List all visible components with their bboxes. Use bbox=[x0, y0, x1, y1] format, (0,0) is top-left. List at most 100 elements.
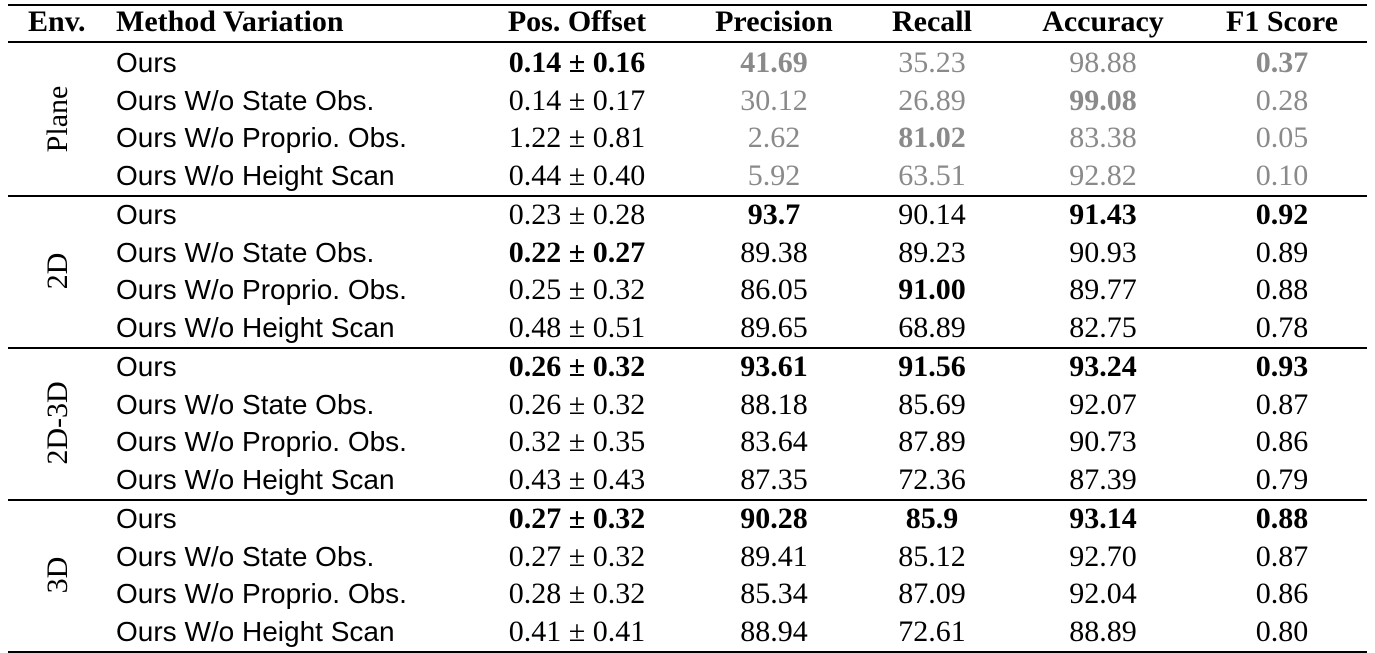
cell-accuracy: 91.43 bbox=[1069, 198, 1137, 231]
cell-method: Ours W/o State Obs. bbox=[116, 540, 375, 572]
bottom-rule bbox=[8, 651, 1367, 653]
cell-recall: 87.89 bbox=[898, 425, 966, 458]
cell-f1: 0.78 bbox=[1255, 310, 1309, 344]
table-row: Ours W/o State Obs. 0.22 ± 0.27 89.38 89.23… bbox=[8, 234, 1367, 272]
cell-method: Ours W/o Proprio. Obs. bbox=[116, 122, 407, 153]
cell-accuracy: 92.07 bbox=[1069, 387, 1137, 421]
cell-recall: 35.23 bbox=[898, 46, 966, 79]
table-row: Ours W/o State Obs. 0.14 ± 0.17 30.12 26.89… bbox=[8, 82, 1367, 120]
table-row: Ours W/o Height Scan 0.44 ± 0.40 5.92 63.51… bbox=[8, 157, 1367, 195]
cell-f1: 0.93 bbox=[1255, 350, 1309, 383]
cell-f1: 0.10 bbox=[1255, 158, 1309, 192]
cell-accuracy: 89.77 bbox=[1069, 273, 1137, 306]
cell-method: Ours bbox=[116, 199, 177, 230]
cell-precision: 88.94 bbox=[740, 614, 808, 648]
cell-accuracy: 99.08 bbox=[1069, 83, 1137, 117]
cell-accuracy: 93.24 bbox=[1069, 350, 1137, 383]
cell-pos: 0.27 ± 0.32 bbox=[508, 539, 646, 573]
cell-method: Ours W/o Height Scan bbox=[116, 311, 395, 343]
cell-precision: 89.65 bbox=[740, 310, 808, 344]
cell-recall: 68.89 bbox=[898, 310, 966, 344]
cell-precision: 5.92 bbox=[747, 158, 801, 192]
table-row: Ours W/o Proprio. Obs. 1.22 ± 0.81 2.62 81.… bbox=[8, 119, 1367, 157]
cell-method: Ours bbox=[116, 47, 177, 78]
cell-method: Ours W/o Height Scan bbox=[116, 159, 395, 191]
cell-recall: 91.00 bbox=[898, 273, 966, 306]
cell-accuracy: 90.73 bbox=[1069, 425, 1137, 458]
cell-method: Ours W/o State Obs. bbox=[116, 388, 375, 420]
cell-f1: 0.79 bbox=[1255, 462, 1309, 496]
cell-f1: 0.87 bbox=[1255, 539, 1309, 573]
table-row: Ours W/o Proprio. Obs. 0.25 ± 0.32 86.05 91… bbox=[8, 271, 1367, 309]
cell-pos: 0.26 ± 0.32 bbox=[508, 350, 646, 383]
cell-recall: 85.69 bbox=[898, 387, 966, 421]
cell-precision: 2.62 bbox=[747, 121, 801, 154]
header-method: Method Variation bbox=[116, 5, 344, 38]
cell-recall: 63.51 bbox=[898, 158, 966, 192]
cell-pos: 0.44 ± 0.40 bbox=[508, 158, 646, 192]
cell-accuracy: 98.88 bbox=[1069, 46, 1137, 79]
cell-recall: 89.23 bbox=[898, 235, 966, 269]
cell-f1: 0.80 bbox=[1255, 614, 1309, 648]
cell-precision: 85.34 bbox=[740, 577, 808, 610]
cell-precision: 41.69 bbox=[740, 46, 808, 79]
header-precision: Precision bbox=[715, 5, 833, 38]
cell-method: Ours W/o State Obs. bbox=[116, 84, 375, 116]
cell-precision: 88.18 bbox=[740, 387, 808, 421]
cell-pos: 0.25 ± 0.32 bbox=[508, 273, 646, 306]
cell-accuracy: 87.39 bbox=[1069, 462, 1137, 496]
cell-accuracy: 83.38 bbox=[1069, 121, 1137, 154]
table-row: Ours W/o Height Scan 0.41 ± 0.41 88.94 72.6… bbox=[8, 613, 1367, 651]
cell-pos: 0.28 ± 0.32 bbox=[508, 577, 646, 610]
header-f1-score: F1 Score bbox=[1226, 5, 1338, 38]
cell-method: Ours W/o State Obs. bbox=[116, 236, 375, 268]
cell-accuracy: 90.93 bbox=[1069, 235, 1137, 269]
cell-recall: 90.14 bbox=[898, 198, 966, 231]
cell-precision: 93.61 bbox=[740, 350, 808, 383]
cell-pos: 1.22 ± 0.81 bbox=[508, 121, 646, 154]
header-pos-offset: Pos. Offset bbox=[507, 5, 647, 38]
cell-method: Ours W/o Proprio. Obs. bbox=[116, 578, 407, 609]
header-row: Env. Method Variation Pos. Offset Precis… bbox=[8, 4, 1367, 40]
cell-pos: 0.14 ± 0.16 bbox=[508, 46, 646, 79]
cell-recall: 26.89 bbox=[898, 83, 966, 117]
header-accuracy: Accuracy bbox=[1042, 5, 1164, 38]
cell-accuracy: 88.89 bbox=[1069, 614, 1137, 648]
cell-method: Ours W/o Proprio. Obs. bbox=[116, 426, 407, 457]
cell-precision: 90.28 bbox=[740, 502, 808, 535]
cell-precision: 87.35 bbox=[740, 462, 808, 496]
cell-f1: 0.88 bbox=[1255, 273, 1309, 306]
cell-recall: 81.02 bbox=[898, 121, 966, 154]
table-row: Ours 0.27 ± 0.32 90.28 85.9 93.14 0.88 bbox=[8, 500, 1367, 538]
cell-recall: 72.61 bbox=[898, 614, 966, 648]
cell-accuracy: 93.14 bbox=[1069, 502, 1137, 535]
table-row: Ours 0.14 ± 0.16 41.69 35.23 98.88 0.37 bbox=[8, 44, 1367, 82]
cell-precision: 30.12 bbox=[740, 83, 808, 117]
cell-recall: 85.12 bbox=[898, 539, 966, 573]
cell-recall: 87.09 bbox=[898, 577, 966, 610]
cell-method: Ours W/o Height Scan bbox=[116, 463, 395, 495]
table-row: Ours W/o Height Scan 0.43 ± 0.43 87.35 72.3… bbox=[8, 461, 1367, 499]
cell-f1: 0.05 bbox=[1255, 121, 1309, 154]
cell-method: Ours bbox=[116, 503, 177, 534]
cell-accuracy: 92.70 bbox=[1069, 539, 1137, 573]
cell-f1: 0.86 bbox=[1255, 577, 1309, 610]
top-rule bbox=[8, 4, 1367, 6]
cell-method: Ours bbox=[116, 351, 177, 382]
cell-pos: 0.48 ± 0.51 bbox=[508, 310, 646, 344]
cell-pos: 0.43 ± 0.43 bbox=[508, 462, 646, 496]
cell-pos: 0.27 ± 0.32 bbox=[508, 502, 646, 535]
cell-accuracy: 82.75 bbox=[1069, 310, 1137, 344]
header-rule bbox=[8, 41, 1367, 43]
cell-method: Ours W/o Height Scan bbox=[116, 615, 395, 647]
cell-precision: 83.64 bbox=[740, 425, 808, 458]
table-row: Ours 0.23 ± 0.28 93.7 90.14 91.43 0.92 bbox=[8, 196, 1367, 234]
cell-precision: 93.7 bbox=[747, 198, 801, 231]
cell-pos: 0.41 ± 0.41 bbox=[508, 614, 646, 648]
cell-f1: 0.89 bbox=[1255, 235, 1309, 269]
group-separator-rule bbox=[8, 347, 1367, 349]
cell-method: Ours W/o Proprio. Obs. bbox=[116, 274, 407, 305]
group-separator-rule bbox=[8, 499, 1367, 501]
cell-pos: 0.26 ± 0.32 bbox=[508, 387, 646, 421]
header-recall: Recall bbox=[892, 5, 972, 38]
